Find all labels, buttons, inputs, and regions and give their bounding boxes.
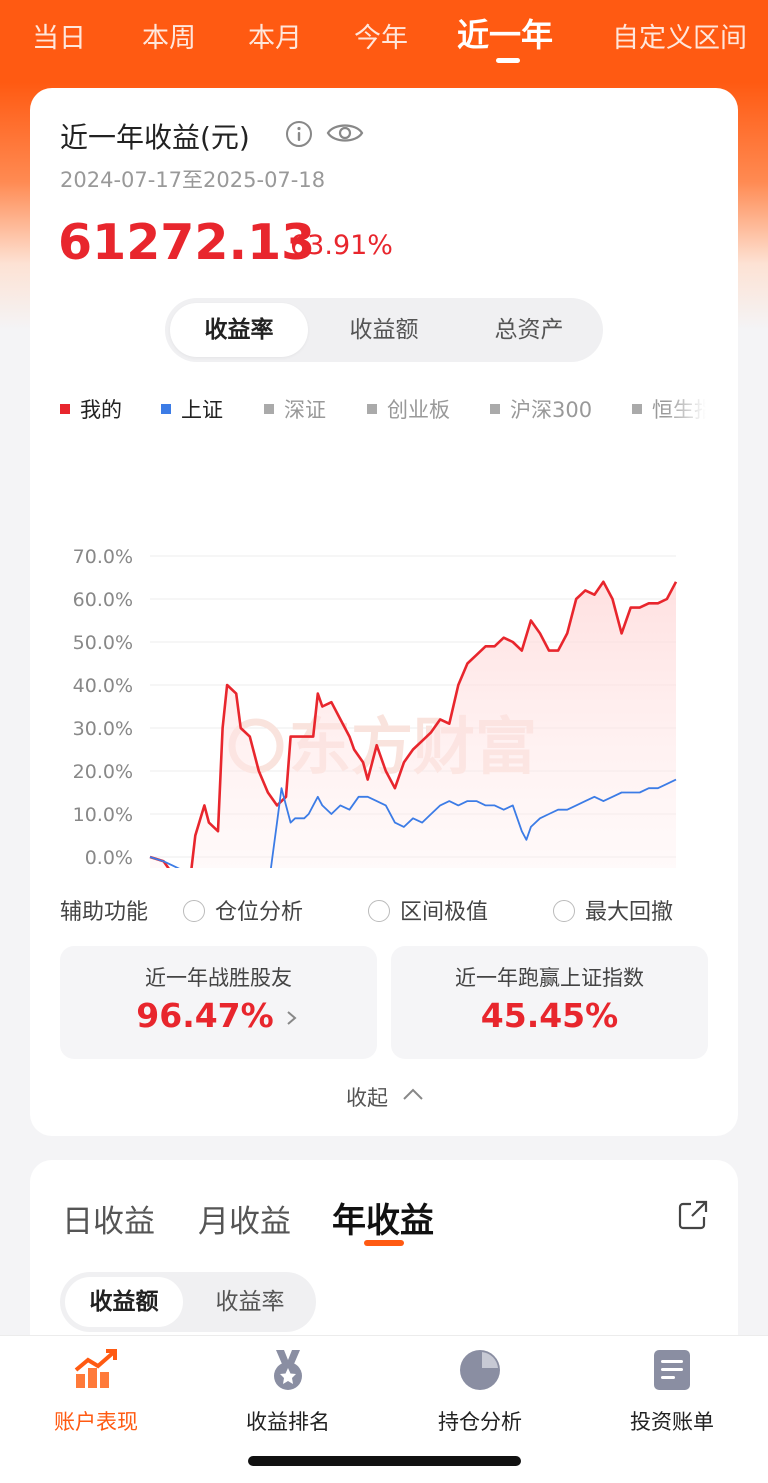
y-tick-label: 40.0% (73, 675, 133, 697)
legend-marker (490, 404, 500, 414)
period-tabs: 当日 本周 本月 今年 近一年 自定义区间 (0, 0, 768, 80)
nav-investment-bill[interactable]: 投资账单 (576, 1336, 768, 1446)
stat-beat-peers[interactable]: 近一年战胜股友 96.47% (60, 946, 377, 1059)
tab-this-year[interactable]: 今年 (354, 23, 408, 54)
stat-value: 96.47% (136, 996, 274, 1035)
y-tick-label: 20.0% (73, 761, 133, 783)
legend-marker (60, 404, 70, 414)
card-title: 近一年收益(元) (60, 121, 250, 154)
active-tab-indicator (496, 58, 520, 63)
y-tick-label: 10.0% (73, 804, 133, 826)
collapse-button[interactable]: 收起 (346, 1086, 388, 1110)
aux-functions: 辅助功能 仓位分析 区间极值 最大回撤 (60, 894, 708, 926)
legend-item-csi300[interactable]: 沪深300 (490, 394, 592, 424)
eye-icon[interactable] (326, 120, 364, 146)
y-tick-label: 30.0% (73, 718, 133, 740)
y-tick-label: 60.0% (73, 589, 133, 611)
aux-option-label: 仓位分析 (215, 900, 304, 925)
y-tick-label: 50.0% (73, 632, 133, 654)
metric-tab-total-assets[interactable]: 总资产 (494, 317, 564, 343)
legend-marker (632, 404, 642, 414)
legend-item-mine[interactable]: 我的 (60, 394, 122, 424)
series-line-shanghai (149, 778, 677, 868)
info-icon[interactable] (285, 120, 313, 148)
legend-label: 创业板 (387, 398, 450, 422)
home-indicator (248, 1456, 521, 1466)
tab-custom-range[interactable]: 自定义区间 (612, 23, 747, 54)
chevron-up-icon[interactable] (402, 1086, 424, 1102)
metric-tab-return-rate[interactable]: 收益率 (170, 303, 308, 357)
chart-legend: 我的 上证 深证 创业板 沪深300 恒生指数 (60, 394, 706, 426)
return-summary-card: 近一年收益(元) 2024-07-17至2025-07-18 61272.13 … (30, 88, 738, 1136)
stat-label: 近一年战胜股友 (145, 966, 292, 990)
nav-label: 收益排名 (246, 1410, 330, 1434)
chevron-right-icon (287, 1011, 297, 1025)
nav-return-ranking[interactable]: 收益排名 (192, 1336, 384, 1446)
series-area-0 (150, 581, 676, 868)
aux-option-label: 区间极值 (400, 900, 489, 925)
legend-marker (161, 404, 171, 414)
tab-this-week[interactable]: 本周 (142, 23, 196, 54)
legend-label: 深证 (284, 398, 326, 422)
radio-icon (553, 900, 575, 922)
legend-label: 我的 (80, 398, 122, 422)
aux-option-range-extreme[interactable]: 区间极值 (368, 894, 488, 926)
active-tab-indicator (364, 1240, 404, 1246)
nav-label: 投资账单 (630, 1410, 714, 1434)
aux-option-max-drawdown[interactable]: 最大回撤 (553, 894, 673, 926)
nav-holding-analysis[interactable]: 持仓分析 (384, 1336, 576, 1446)
nav-label: 持仓分析 (438, 1410, 522, 1434)
stat-value: 45.45% (480, 996, 619, 1035)
aux-option-position[interactable]: 仓位分析 (183, 894, 303, 926)
sub-metric-tab-amount[interactable]: 收益额 (65, 1277, 183, 1327)
y-tick-label: 0.0% (85, 847, 133, 868)
radio-icon (368, 900, 390, 922)
nav-label: 账户表现 (54, 1410, 138, 1434)
aux-label: 辅助功能 (60, 900, 149, 925)
legend-item-shenzhen[interactable]: 深证 (264, 394, 326, 424)
series-line-mine (149, 580, 678, 868)
y-tick-label: 70.0% (73, 546, 133, 568)
legend-item-shanghai[interactable]: 上证 (161, 394, 223, 424)
metric-tab-return-amount[interactable]: 收益额 (349, 317, 419, 343)
legend-marker (264, 404, 274, 414)
stat-label: 近一年跑赢上证指数 (455, 966, 644, 990)
nav-account-performance[interactable]: 账户表现 (0, 1336, 192, 1446)
pie-chart-icon (460, 1350, 500, 1390)
legend-item-chinext[interactable]: 创业板 (367, 394, 450, 424)
tab-yearly-returns[interactable]: 年收益 (332, 1201, 434, 1241)
stat-beat-shanghai-index: 近一年跑赢上证指数 45.45% (391, 946, 708, 1059)
tab-daily-returns[interactable]: 日收益 (62, 1204, 155, 1240)
return-line-chart[interactable]: 70.0%60.0%50.0%40.0%30.0%20.0%10.0%0.0%-… (30, 438, 738, 868)
tab-past-year[interactable]: 近一年 (457, 16, 554, 54)
sub-metric-tab-rate[interactable]: 收益率 (215, 1289, 285, 1315)
date-range: 2024-07-17至2025-07-18 (60, 168, 326, 192)
tab-this-month[interactable]: 本月 (248, 23, 302, 54)
aux-option-label: 最大回撤 (585, 900, 674, 925)
period-returns-card: 日收益 月收益 年收益 收益额 收益率 (30, 1160, 738, 1360)
return-percent: 63.91% (290, 230, 393, 261)
legend-label: 沪深300 (510, 398, 593, 422)
metric-segmented-control: 收益率 收益额 总资产 (165, 298, 603, 362)
radio-icon (183, 900, 205, 922)
return-amount: 61272.13 (58, 214, 316, 271)
medal-icon (274, 1350, 302, 1390)
tab-monthly-returns[interactable]: 月收益 (198, 1204, 291, 1240)
sub-metric-segmented-control: 收益额 收益率 (60, 1272, 316, 1332)
bill-icon (654, 1350, 690, 1390)
tab-today[interactable]: 当日 (32, 23, 86, 54)
legend-marker (367, 404, 377, 414)
legend-fade (666, 394, 706, 426)
trend-chart-icon (74, 1349, 117, 1388)
share-icon[interactable] (676, 1198, 710, 1232)
legend-label: 上证 (181, 398, 223, 422)
